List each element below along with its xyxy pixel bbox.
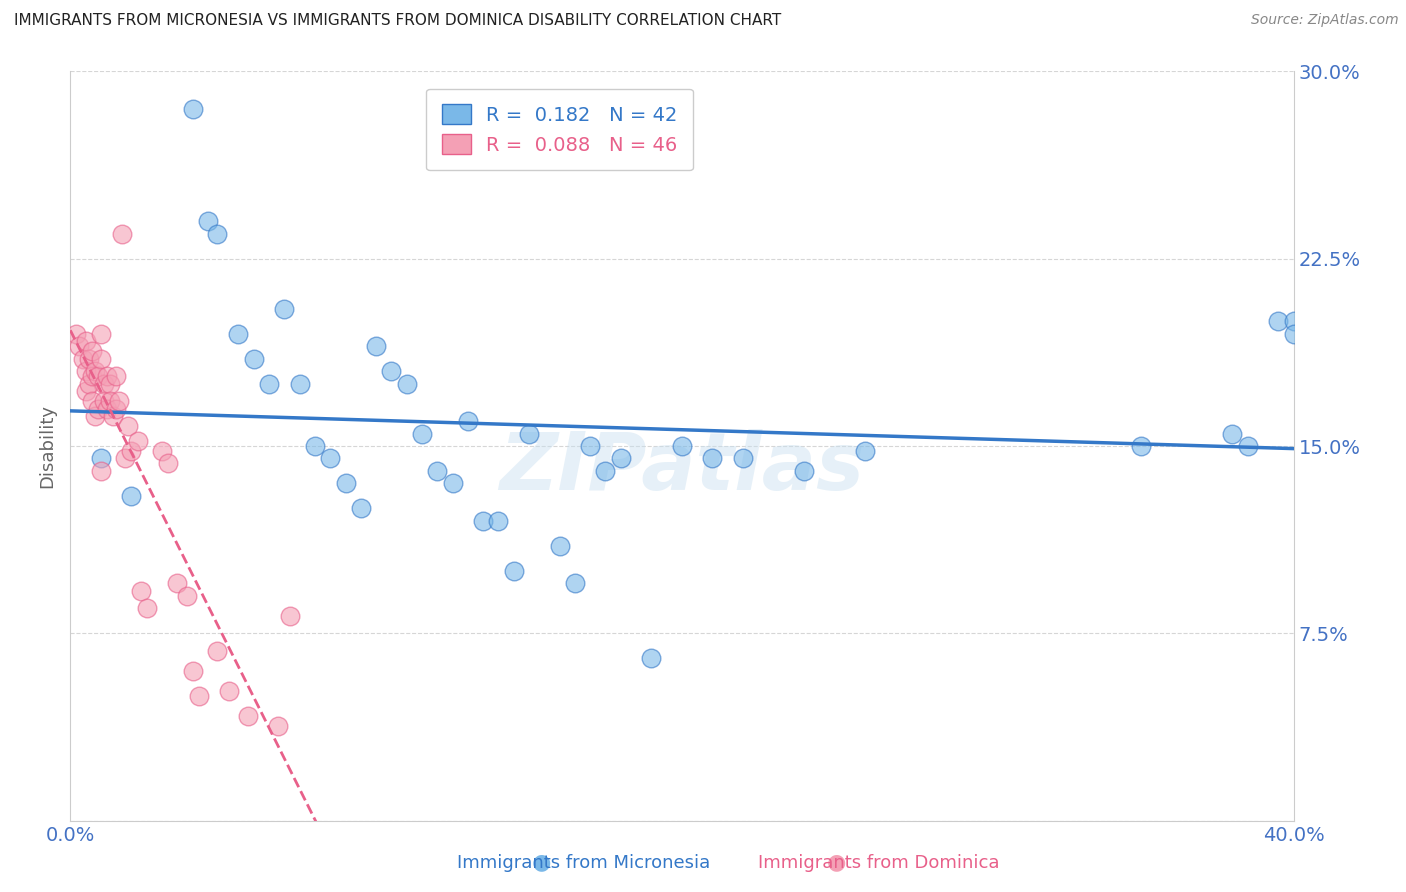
Point <box>187 689 209 703</box>
Point <box>441 476 464 491</box>
Point <box>75 364 97 378</box>
Point <box>181 664 204 678</box>
Point <box>366 339 388 353</box>
Point <box>69 339 91 353</box>
Point <box>472 514 495 528</box>
Point <box>304 439 326 453</box>
Point <box>855 444 877 458</box>
Point <box>640 651 662 665</box>
Point <box>80 394 103 409</box>
Point <box>1236 439 1258 453</box>
Point <box>257 376 280 391</box>
Point <box>90 351 112 366</box>
Point <box>205 227 228 241</box>
Point <box>90 326 112 341</box>
Point <box>90 451 112 466</box>
Point <box>121 444 143 458</box>
Point <box>579 439 602 453</box>
Point <box>228 326 250 341</box>
Point <box>280 608 302 623</box>
Point <box>108 394 131 409</box>
Point <box>733 451 755 466</box>
Point <box>117 419 139 434</box>
Point <box>457 414 479 428</box>
Point <box>1220 426 1243 441</box>
Point <box>564 576 586 591</box>
Point <box>1129 439 1152 453</box>
Point <box>335 476 357 491</box>
Point <box>197 214 219 228</box>
Point <box>218 683 240 698</box>
Point <box>80 344 103 359</box>
Point <box>65 326 87 341</box>
Point <box>77 376 100 391</box>
Y-axis label: Disability: Disability <box>38 404 56 488</box>
Point <box>793 464 815 478</box>
Point <box>114 451 136 466</box>
Point <box>75 384 97 398</box>
Point <box>350 501 373 516</box>
Point <box>80 369 103 384</box>
Point <box>83 364 105 378</box>
Point <box>101 409 124 423</box>
Text: IMMIGRANTS FROM MICRONESIA VS IMMIGRANTS FROM DOMINICA DISABILITY CORRELATION CH: IMMIGRANTS FROM MICRONESIA VS IMMIGRANTS… <box>14 13 782 29</box>
Legend: R =  0.182   N = 42, R =  0.088   N = 46: R = 0.182 N = 42, R = 0.088 N = 46 <box>426 88 693 170</box>
Point <box>548 539 571 553</box>
Point <box>273 301 295 316</box>
Point <box>671 439 693 453</box>
Point <box>127 434 149 448</box>
Text: Immigrants from Micronesia: Immigrants from Micronesia <box>457 855 710 872</box>
Point <box>166 576 188 591</box>
Point <box>75 334 97 348</box>
Point <box>411 426 433 441</box>
Point <box>1282 314 1305 328</box>
Point <box>96 401 118 416</box>
Text: ●: ● <box>827 853 846 872</box>
Point <box>83 409 105 423</box>
Point <box>1267 314 1289 328</box>
Point <box>98 376 121 391</box>
Point <box>105 401 128 416</box>
Text: ZIPatlas: ZIPatlas <box>499 429 865 508</box>
Point <box>129 583 152 598</box>
Point <box>72 351 94 366</box>
Point <box>236 708 259 723</box>
Point <box>181 102 204 116</box>
Point <box>93 376 115 391</box>
Point <box>488 514 510 528</box>
Point <box>243 351 266 366</box>
Point <box>319 451 342 466</box>
Point <box>395 376 418 391</box>
Point <box>288 376 311 391</box>
Point <box>87 369 110 384</box>
Point <box>150 444 173 458</box>
Text: ●: ● <box>531 853 551 872</box>
Point <box>1282 326 1305 341</box>
Point <box>93 394 115 409</box>
Point <box>157 457 180 471</box>
Point <box>98 394 121 409</box>
Point <box>176 589 198 603</box>
Point <box>595 464 617 478</box>
Point <box>135 601 157 615</box>
Point <box>267 719 290 733</box>
Point <box>90 464 112 478</box>
Point <box>702 451 724 466</box>
Point <box>517 426 540 441</box>
Point <box>111 227 134 241</box>
Text: Immigrants from Dominica: Immigrants from Dominica <box>758 855 1000 872</box>
Point <box>96 369 118 384</box>
Point <box>205 644 228 658</box>
Point <box>426 464 449 478</box>
Point <box>121 489 143 503</box>
Point <box>77 351 100 366</box>
Point <box>502 564 524 578</box>
Point <box>380 364 402 378</box>
Point <box>87 401 110 416</box>
Text: Source: ZipAtlas.com: Source: ZipAtlas.com <box>1251 13 1399 28</box>
Point <box>610 451 633 466</box>
Point <box>105 369 128 384</box>
